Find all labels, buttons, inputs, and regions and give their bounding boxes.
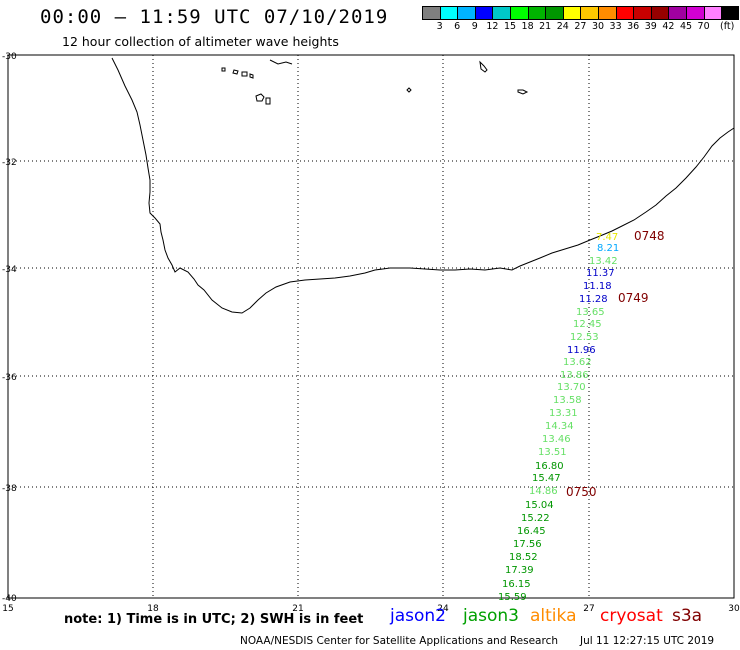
- latitude-label: -36: [2, 373, 17, 383]
- color-bar-swatch: [615, 6, 634, 20]
- color-bar-label: 9: [471, 21, 478, 32]
- longitude-label: 18: [147, 604, 159, 614]
- pass-time-labels: 0748 0749 0750: [566, 229, 665, 499]
- color-bar-label: 39: [644, 21, 657, 32]
- page-subtitle: 12 hour collection of altimeter wave hei…: [62, 34, 339, 49]
- swh-value-label: 16.15: [502, 579, 531, 590]
- color-bar-swatch: [509, 6, 528, 20]
- swh-value-label: 18.52: [509, 552, 538, 563]
- swh-value-label: 11.28: [579, 294, 608, 305]
- longitude-label: 24: [437, 604, 449, 614]
- color-bar-label: 6: [454, 21, 461, 32]
- color-bar-label: 45: [679, 21, 693, 32]
- color-bar-label: 27: [574, 21, 587, 32]
- swh-value-label: 14.86: [529, 486, 558, 497]
- longitude-label: 30: [728, 604, 740, 614]
- swh-value-label: 11.37: [586, 268, 615, 279]
- color-bar-swatch: [474, 6, 493, 20]
- color-bar-swatch: [545, 6, 563, 20]
- islands: [221, 59, 529, 105]
- swh-value-label: 13.51: [538, 447, 567, 458]
- swh-value-label: 14.34: [545, 421, 574, 432]
- pass-time-label: 0750: [566, 485, 597, 499]
- color-bar-swatch: [439, 6, 458, 20]
- color-bar-swatch: [668, 6, 686, 20]
- longitude-label: 15: [2, 604, 13, 614]
- credit-timestamp: Jul 11 12:27:15 UTC 2019: [580, 635, 715, 647]
- latitude-label: -32: [2, 158, 17, 168]
- satellite-legend-altika: altika: [530, 606, 577, 626]
- swh-value-label: 8.21: [597, 243, 619, 254]
- color-bar-swatch: [562, 6, 581, 20]
- color-bar-label: 12: [486, 21, 499, 32]
- color-bar-labels: 3 6 9 12 15 18 21 24 27 30 33 36 39 42 45 70 (ft): [422, 21, 740, 33]
- latitude-label: -34: [2, 265, 17, 275]
- color-bar-label: 33: [609, 21, 622, 32]
- satellite-legend-jason3: jason3: [463, 606, 519, 626]
- swh-value-label: 13.86: [560, 370, 589, 381]
- color-bar-swatch: [633, 6, 651, 20]
- swh-value-label: 13.70: [557, 382, 586, 393]
- swh-value-label: 12.45: [573, 319, 602, 330]
- latitude-label: -30: [2, 52, 17, 62]
- satellite-legend-s3a: s3a: [672, 606, 703, 626]
- grid-lines: [8, 55, 734, 597]
- satellite-legend-jason2: jason2: [390, 606, 446, 626]
- color-bar-label: 24: [556, 21, 569, 32]
- color-bar: [422, 6, 739, 20]
- footer-note: note: 1) Time is in UTC; 2) SWH is in fe…: [64, 612, 364, 627]
- credit-text: NOAA/NESDIS Center for Satellite Applica…: [240, 635, 558, 647]
- swh-value-label: 12.53: [570, 332, 599, 343]
- swh-value-label: 11.96: [567, 345, 596, 356]
- swh-value-label: 15.22: [521, 513, 550, 524]
- color-bar-label: 36: [627, 21, 640, 32]
- color-bar-label: 3: [436, 21, 443, 32]
- color-bar-swatch: [580, 6, 598, 20]
- swh-value-label: 13.46: [542, 434, 571, 445]
- color-bar-label: 42: [662, 21, 675, 32]
- swh-value-label: 16.45: [517, 526, 546, 537]
- color-bar-label: 18: [521, 21, 534, 32]
- swh-value-label: 15.04: [525, 500, 554, 511]
- color-bar-swatch: [457, 6, 475, 20]
- pass-time-label: 0748: [634, 229, 665, 243]
- color-bar-label: 70: [697, 21, 710, 32]
- color-bar-swatch: [721, 6, 739, 20]
- swh-value-label: 13.62: [563, 357, 592, 368]
- color-bar-swatch: [422, 6, 440, 20]
- satellite-legend-cryosat: cryosat: [600, 606, 663, 626]
- map-frame: [7, 54, 735, 599]
- color-bar-label: (ft): [720, 21, 735, 32]
- swh-value-label: 17.56: [513, 539, 542, 550]
- color-bar-swatch: [703, 6, 722, 20]
- page-title: 00:00 – 11:59 UTC 07/10/2019: [40, 6, 389, 28]
- pass-time-label: 0749: [618, 291, 649, 305]
- color-bar-label: 15: [503, 21, 517, 32]
- swh-value-label: 13.58: [553, 395, 582, 406]
- color-bar-swatch: [597, 6, 616, 20]
- swh-value-label: 13.42: [589, 256, 618, 267]
- longitude-label: 21: [292, 604, 303, 614]
- swh-value-label: 17.39: [505, 565, 534, 576]
- swh-value-label: 16.80: [535, 461, 564, 472]
- swh-value-label: 15.47: [532, 473, 561, 484]
- latitude-label: -38: [2, 484, 17, 494]
- longitude-label: 27: [583, 604, 594, 614]
- latitude-label: -40: [2, 594, 17, 604]
- swh-value-label: 11.18: [583, 281, 612, 292]
- swh-value-label: 13.65: [576, 307, 605, 318]
- swh-value-label: 13.31: [549, 408, 578, 419]
- color-bar-swatch: [650, 6, 669, 20]
- swh-value-label: 7.47: [596, 232, 618, 243]
- color-bar-label: 30: [591, 21, 605, 32]
- coastline: [111, 57, 735, 314]
- swh-value-label: 15.59: [498, 592, 527, 603]
- color-bar-swatch: [685, 6, 704, 20]
- color-bar-label: 21: [539, 21, 552, 32]
- color-bar-swatch: [527, 6, 546, 20]
- color-bar-swatch: [492, 6, 510, 20]
